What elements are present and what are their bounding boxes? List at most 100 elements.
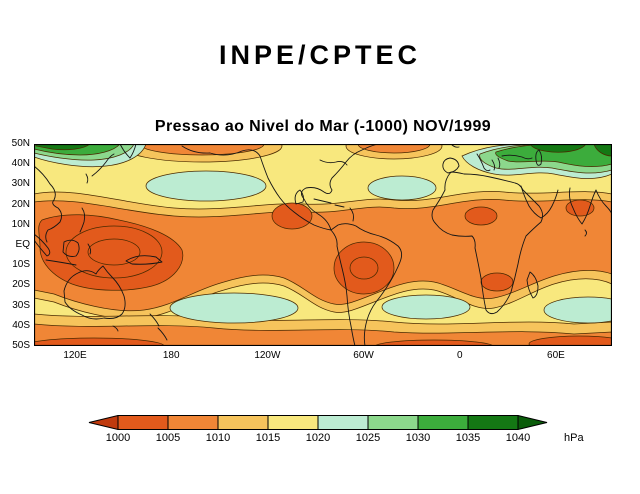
high-europe-core — [529, 144, 587, 153]
coast-black-sea — [501, 154, 533, 160]
lat-tick: 30N — [11, 178, 30, 190]
coast-philippines — [79, 207, 86, 233]
colorbar-unit: hPa — [564, 432, 584, 444]
lon-tick: 60E — [547, 350, 565, 361]
coast-new-guinea — [125, 255, 163, 265]
coast-korea — [85, 173, 89, 184]
colorbar-segment — [217, 415, 269, 430]
lat-tick: 10N — [11, 218, 30, 230]
coast-south-america — [330, 223, 403, 346]
colorbar-segment — [117, 415, 169, 430]
coast-north-america-west — [181, 145, 332, 231]
coast-iberia — [442, 157, 460, 174]
high-north-pacific — [145, 170, 267, 202]
colorbar-tick: 1040 — [505, 432, 531, 444]
colorbar-segment — [467, 415, 519, 430]
coast-sri-lanka — [584, 229, 587, 237]
latitude-axis: 50N 40N 30N 20N 10N EQ 10S 20S 30S 40S 5… — [0, 138, 30, 352]
low-core-mexico — [271, 202, 313, 230]
contour-line — [87, 238, 141, 266]
coast-antilles — [349, 207, 355, 222]
lat-tick: 50S — [12, 339, 30, 351]
coast-north-america-east — [301, 144, 379, 231]
low-core-south-america — [333, 241, 395, 295]
colorbar-tick: 1030 — [405, 432, 431, 444]
colorbar-arrow-high — [517, 415, 548, 430]
colorbar-tick: 1020 — [305, 432, 331, 444]
colorbar-tick: 1005 — [155, 432, 181, 444]
coast-new-zealand — [149, 313, 168, 341]
high-south-pacific — [169, 292, 299, 324]
contour-line — [349, 256, 379, 280]
colorbar-tick: 1010 — [205, 432, 231, 444]
high-europe-core — [593, 144, 612, 157]
coast-tasmania — [112, 325, 119, 332]
high-south-indian — [543, 296, 612, 324]
coast-cuba — [313, 198, 332, 204]
lon-tick: 120E — [63, 350, 87, 361]
coast-india — [568, 187, 612, 225]
lon-tick: 180 — [162, 350, 180, 361]
coast-arabia — [520, 185, 559, 219]
coast-caspian — [535, 149, 543, 166]
low-core-south-africa — [480, 272, 514, 292]
lon-tick: 0 — [456, 350, 463, 361]
coast-great-lakes — [319, 159, 348, 166]
pressure-map-svg — [34, 144, 612, 346]
lat-tick: 40S — [12, 319, 30, 331]
south-low-core — [528, 335, 612, 346]
coast-kamchatka — [119, 144, 137, 159]
coastlines — [34, 144, 612, 346]
lat-tick: EQ — [15, 238, 30, 250]
colorbar-segment — [417, 415, 469, 430]
low-core-india — [565, 199, 595, 217]
lat-tick: 40N — [11, 158, 30, 170]
south-band-1005 — [34, 323, 612, 346]
lat-tick: 20N — [11, 198, 30, 210]
coast-greece — [491, 157, 501, 171]
colorbar — [88, 415, 548, 430]
map-layers — [34, 144, 612, 346]
page-title: INPE/CPTEC — [218, 40, 422, 70]
coast-australia — [63, 265, 126, 320]
coast-yucatan — [294, 189, 305, 205]
coast-madagascar — [526, 271, 539, 299]
lat-tick: 20S — [12, 279, 30, 291]
aleutian-low — [139, 144, 265, 156]
north-atlantic-low — [357, 144, 431, 154]
coast-japan — [91, 153, 115, 177]
coast-sumatra — [34, 233, 51, 257]
colorbar-tick: 1035 — [455, 432, 481, 444]
chart-title: Pressao ao Nivel do Mar (-1000) NOV/1999 — [154, 118, 492, 135]
colorbar-segment — [317, 415, 369, 430]
south-low-core — [374, 339, 494, 346]
map-frame — [34, 144, 612, 346]
colorbar-tick: 1025 — [355, 432, 381, 444]
colorbar-segment — [267, 415, 319, 430]
longitude-axis: 120E 180 120W 60W 0 60E — [55, 350, 576, 362]
low-core-north-africa — [464, 206, 498, 226]
colorbar-arrow-low — [88, 415, 119, 430]
colorbar-segment — [167, 415, 219, 430]
south-low-core — [34, 337, 165, 346]
lat-tick: 10S — [12, 259, 30, 271]
lat-tick: 50N — [11, 138, 30, 149]
lon-tick: 120W — [254, 350, 281, 361]
coast-java — [45, 259, 77, 266]
coast-borneo — [62, 239, 80, 257]
colorbar-tick: 1015 — [255, 432, 281, 444]
contour-line — [65, 225, 163, 279]
coast-hispaniola — [334, 204, 345, 208]
coast-italy — [476, 153, 491, 172]
lon-tick: 60W — [353, 350, 374, 361]
coast-asia-east — [34, 165, 63, 243]
coast-sulawesi — [87, 243, 92, 255]
coast-africa — [431, 171, 544, 315]
colorbar-labels: 1000 1005 1010 1015 1020 1025 1030 1035 … — [93, 432, 543, 444]
high-south-atlantic — [381, 294, 471, 320]
high-north-atlantic — [367, 175, 437, 201]
lat-tick: 30S — [12, 299, 30, 311]
colorbar-segment — [367, 415, 419, 430]
colorbar-tick: 1000 — [105, 432, 131, 444]
